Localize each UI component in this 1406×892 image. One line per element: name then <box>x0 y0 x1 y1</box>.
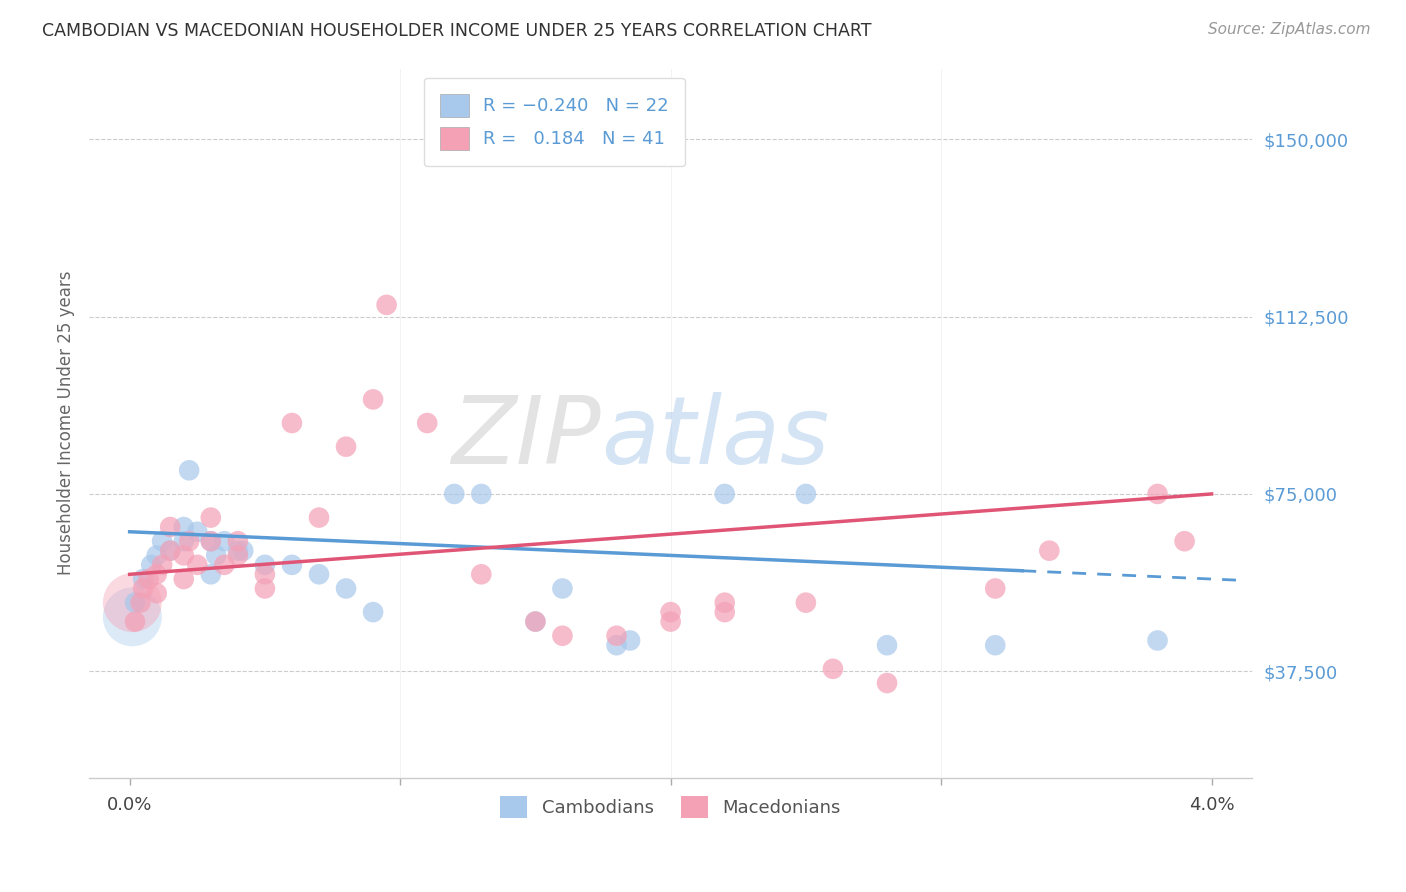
Point <box>470 567 492 582</box>
Point <box>173 534 195 549</box>
Point <box>179 463 201 477</box>
Point <box>416 416 439 430</box>
Text: ZIP: ZIP <box>451 392 600 483</box>
Point <box>226 543 249 558</box>
Y-axis label: Householder Income Under 25 years: Householder Income Under 25 years <box>58 271 75 575</box>
Point <box>205 549 228 563</box>
Point <box>226 534 249 549</box>
Point <box>145 549 167 563</box>
Point <box>606 638 628 652</box>
Point <box>308 510 330 524</box>
Point <box>659 615 682 629</box>
Point <box>232 543 254 558</box>
Point <box>443 487 465 501</box>
Point <box>121 596 143 610</box>
Point <box>186 524 208 539</box>
Point <box>253 582 276 596</box>
Point <box>159 543 181 558</box>
Point <box>173 520 195 534</box>
Point <box>186 558 208 572</box>
Point <box>606 629 628 643</box>
Point <box>1038 543 1060 558</box>
Point <box>253 558 276 572</box>
Point <box>145 586 167 600</box>
Point <box>821 662 844 676</box>
Point <box>124 596 146 610</box>
Point <box>1174 534 1197 549</box>
Point <box>200 534 222 549</box>
Point <box>713 605 735 619</box>
Point <box>308 567 330 582</box>
Point <box>551 629 574 643</box>
Point <box>1146 487 1168 501</box>
Point <box>281 558 304 572</box>
Point <box>132 582 155 596</box>
Point <box>145 567 167 582</box>
Point <box>200 510 222 524</box>
Point <box>129 596 152 610</box>
Point <box>226 549 249 563</box>
Point <box>619 633 641 648</box>
Point <box>524 615 547 629</box>
Point <box>214 534 236 549</box>
Text: CAMBODIAN VS MACEDONIAN HOUSEHOLDER INCOME UNDER 25 YEARS CORRELATION CHART: CAMBODIAN VS MACEDONIAN HOUSEHOLDER INCO… <box>42 22 872 40</box>
Point <box>200 567 222 582</box>
Point <box>281 416 304 430</box>
Point <box>253 567 276 582</box>
Point <box>984 582 1007 596</box>
Point <box>179 534 201 549</box>
Point <box>1146 633 1168 648</box>
Point <box>361 605 384 619</box>
Point <box>173 549 195 563</box>
Point <box>214 558 236 572</box>
Point <box>200 534 222 549</box>
Point <box>121 610 143 624</box>
Point <box>794 596 817 610</box>
Point <box>876 676 898 690</box>
Point <box>335 440 357 454</box>
Text: Source: ZipAtlas.com: Source: ZipAtlas.com <box>1208 22 1371 37</box>
Point <box>124 615 146 629</box>
Point <box>159 520 181 534</box>
Point <box>150 534 173 549</box>
Point <box>794 487 817 501</box>
Point <box>713 596 735 610</box>
Point <box>138 572 160 586</box>
Point <box>713 487 735 501</box>
Point <box>141 558 163 572</box>
Point <box>375 298 398 312</box>
Point <box>335 582 357 596</box>
Point <box>470 487 492 501</box>
Point <box>150 558 173 572</box>
Point <box>173 572 195 586</box>
Point <box>524 615 547 629</box>
Point <box>984 638 1007 652</box>
Point <box>159 543 181 558</box>
Point <box>551 582 574 596</box>
Point <box>876 638 898 652</box>
Legend: Cambodians, Macedonians: Cambodians, Macedonians <box>494 789 848 825</box>
Point <box>659 605 682 619</box>
Point <box>132 572 155 586</box>
Point <box>361 392 384 407</box>
Text: atlas: atlas <box>600 392 830 483</box>
